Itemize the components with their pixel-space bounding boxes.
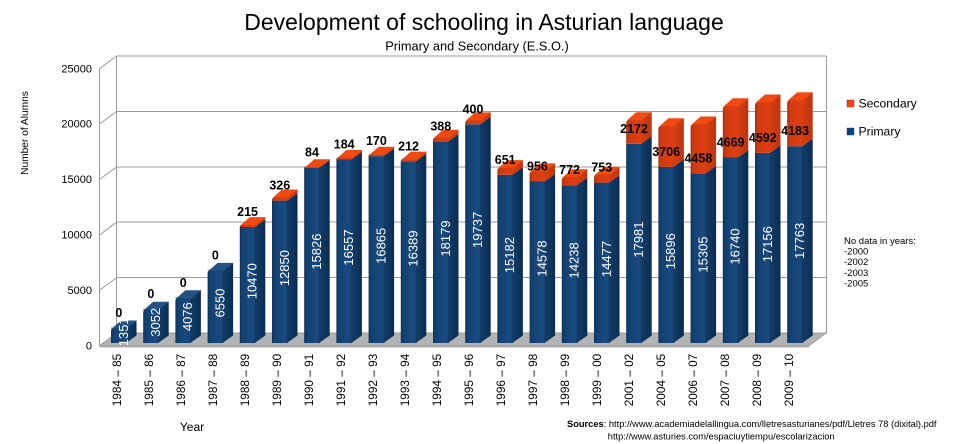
svg-text:1992 – 93: 1992 – 93	[366, 353, 380, 406]
svg-text:215: 215	[237, 205, 258, 219]
svg-text:2007 – 08: 2007 – 08	[718, 353, 732, 406]
svg-text:17156: 17156	[760, 226, 775, 262]
svg-text:84: 84	[305, 146, 319, 160]
svg-text:1985 – 86: 1985 – 86	[142, 353, 156, 406]
svg-text:1995 – 96: 1995 – 96	[462, 353, 476, 406]
svg-text:0: 0	[180, 276, 187, 290]
svg-text:1351: 1351	[116, 317, 131, 346]
svg-text:0: 0	[147, 287, 154, 301]
svg-text:20000: 20000	[61, 119, 92, 131]
svg-text:2001 – 02: 2001 – 02	[622, 354, 636, 406]
svg-text:6550: 6550	[212, 289, 227, 318]
svg-text:0: 0	[86, 340, 92, 352]
svg-text:1991 – 92: 1991 – 92	[334, 354, 348, 406]
svg-text:15182: 15182	[502, 237, 517, 273]
svg-text:-2002: -2002	[844, 257, 868, 268]
svg-text:16865: 16865	[373, 228, 388, 264]
svg-text:1986 – 87: 1986 – 87	[174, 354, 188, 406]
svg-text:No data in years:: No data in years:	[844, 236, 916, 247]
svg-text:18179: 18179	[438, 220, 453, 256]
svg-text:651: 651	[495, 153, 516, 167]
svg-text:4183: 4183	[781, 124, 809, 138]
svg-text:400: 400	[463, 102, 484, 116]
svg-text:2006 – 07: 2006 – 07	[686, 354, 700, 406]
svg-text:25000: 25000	[61, 63, 92, 75]
svg-text:-2003: -2003	[844, 268, 868, 279]
svg-text:0: 0	[115, 306, 122, 320]
svg-text:15000: 15000	[61, 174, 92, 186]
svg-text:Secondary: Secondary	[859, 97, 918, 111]
svg-text:12850: 12850	[277, 250, 292, 286]
svg-text:956: 956	[527, 160, 548, 174]
svg-text:753: 753	[591, 161, 612, 175]
svg-text:772: 772	[559, 163, 580, 177]
svg-text:2172: 2172	[620, 122, 648, 136]
svg-text:Year: Year	[180, 420, 204, 434]
svg-text:388: 388	[430, 120, 451, 134]
svg-text:16740: 16740	[728, 228, 743, 264]
svg-text:17981: 17981	[631, 222, 646, 258]
svg-text:3706: 3706	[652, 145, 680, 159]
svg-text:17763: 17763	[792, 223, 807, 259]
svg-text:14578: 14578	[534, 240, 549, 276]
svg-text:10000: 10000	[61, 230, 92, 242]
svg-text:14238: 14238	[567, 242, 582, 278]
svg-text:15896: 15896	[663, 233, 678, 269]
svg-text:2009 – 10: 2009 – 10	[782, 353, 796, 406]
svg-text:Primary: Primary	[859, 125, 902, 139]
svg-text:2008 – 09: 2008 – 09	[750, 354, 764, 406]
svg-text:184: 184	[334, 138, 355, 152]
svg-text:Sources: http://www.academiade: Sources: http://www.academiadelallingua.…	[567, 419, 937, 429]
svg-text:Development of schooling in As: Development of schooling in Asturian lan…	[244, 9, 724, 35]
svg-text:326: 326	[269, 179, 290, 193]
svg-text:15305: 15305	[695, 236, 710, 272]
svg-text:Primary and Secondary (E.S.O.): Primary and Secondary (E.S.O.)	[385, 39, 569, 54]
svg-text:14477: 14477	[599, 241, 614, 277]
svg-text:16557: 16557	[341, 229, 356, 265]
svg-text:5000: 5000	[68, 285, 92, 297]
svg-text:http://www.asturies.com/espaci: http://www.asturies.com/espaciuytiempu/e…	[608, 432, 835, 442]
svg-text:1998 – 99: 1998 – 99	[558, 354, 572, 406]
svg-text:1996 – 97: 1996 – 97	[494, 354, 508, 406]
svg-text:Number of Alumns: Number of Alumns	[20, 91, 31, 175]
svg-text:15826: 15826	[309, 234, 324, 270]
svg-text:-2005: -2005	[844, 279, 868, 290]
svg-text:1984 – 85: 1984 – 85	[110, 353, 124, 406]
svg-text:170: 170	[366, 134, 387, 148]
svg-text:4669: 4669	[717, 136, 745, 150]
svg-text:2004 – 05: 2004 – 05	[654, 353, 668, 406]
svg-text:1990 – 91: 1990 – 91	[302, 354, 316, 406]
svg-text:4076: 4076	[180, 302, 195, 331]
svg-text:1999 – 00: 1999 – 00	[590, 353, 604, 406]
svg-text:1989 – 90: 1989 – 90	[270, 353, 284, 406]
svg-text:1994 – 95: 1994 – 95	[430, 353, 444, 406]
svg-text:-2000: -2000	[844, 247, 868, 258]
svg-text:1997 – 98: 1997 – 98	[526, 353, 540, 406]
svg-text:3052: 3052	[148, 308, 163, 337]
svg-text:0: 0	[212, 248, 219, 262]
svg-text:4592: 4592	[749, 131, 777, 145]
svg-text:19737: 19737	[470, 212, 485, 248]
svg-text:1988 – 89: 1988 – 89	[238, 354, 252, 406]
svg-text:10470: 10470	[245, 263, 260, 299]
svg-text:212: 212	[398, 139, 419, 153]
svg-text:4458: 4458	[684, 151, 712, 165]
svg-text:1993 – 94: 1993 – 94	[398, 353, 412, 406]
svg-text:1987 – 88: 1987 – 88	[206, 353, 220, 406]
svg-text:16389: 16389	[406, 230, 421, 266]
